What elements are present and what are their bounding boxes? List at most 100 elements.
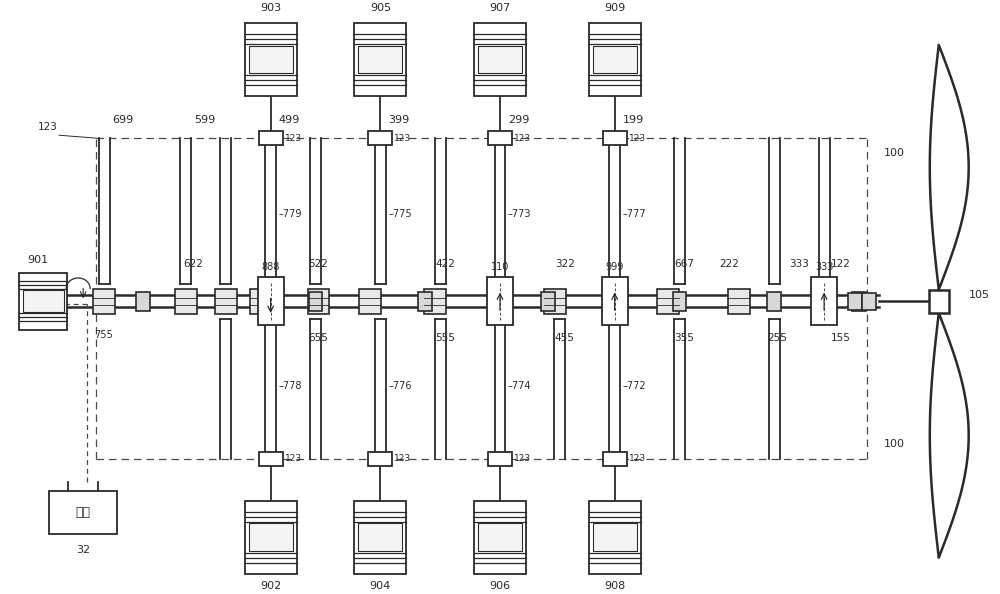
Bar bbox=[852, 292, 866, 311]
Bar bbox=[811, 277, 837, 325]
Bar bbox=[49, 491, 117, 535]
Bar bbox=[258, 277, 284, 325]
Bar bbox=[259, 131, 283, 145]
Bar bbox=[308, 289, 329, 314]
Text: 455: 455 bbox=[555, 333, 575, 343]
Text: 333: 333 bbox=[789, 259, 809, 269]
Bar bbox=[424, 289, 446, 314]
Text: 499: 499 bbox=[279, 115, 300, 125]
Text: 422: 422 bbox=[435, 259, 455, 269]
Bar bbox=[359, 289, 381, 314]
Text: 333: 333 bbox=[815, 262, 833, 272]
Bar bbox=[245, 23, 297, 96]
Bar bbox=[487, 277, 513, 325]
Text: 906: 906 bbox=[489, 581, 511, 590]
Bar bbox=[368, 131, 392, 145]
Bar bbox=[589, 501, 641, 574]
Bar bbox=[19, 273, 67, 330]
Text: 907: 907 bbox=[489, 2, 511, 12]
Text: 123: 123 bbox=[629, 134, 646, 143]
Text: 399: 399 bbox=[388, 115, 410, 125]
Text: 电池: 电池 bbox=[76, 506, 91, 519]
Text: –779: –779 bbox=[279, 209, 302, 219]
Bar bbox=[767, 292, 781, 311]
Text: 123: 123 bbox=[285, 454, 302, 463]
Text: 355: 355 bbox=[675, 333, 694, 343]
Bar bbox=[848, 293, 862, 310]
Text: 155: 155 bbox=[831, 333, 851, 343]
Text: 699: 699 bbox=[112, 115, 133, 125]
Text: 655: 655 bbox=[309, 333, 328, 343]
Bar bbox=[474, 23, 526, 96]
Text: 255: 255 bbox=[767, 333, 787, 343]
Bar bbox=[657, 289, 679, 314]
Text: 555: 555 bbox=[435, 333, 455, 343]
Text: 909: 909 bbox=[604, 2, 625, 12]
Text: 123: 123 bbox=[394, 454, 411, 463]
Bar bbox=[541, 292, 555, 311]
Bar bbox=[603, 451, 627, 466]
Text: 903: 903 bbox=[260, 2, 281, 12]
Text: 299: 299 bbox=[508, 115, 529, 125]
Bar bbox=[488, 131, 512, 145]
Bar bbox=[368, 451, 392, 466]
Text: 199: 199 bbox=[623, 115, 644, 125]
Text: 902: 902 bbox=[260, 581, 281, 590]
Text: 322: 322 bbox=[555, 259, 575, 269]
Bar bbox=[249, 46, 293, 73]
Bar bbox=[488, 451, 512, 466]
Bar bbox=[478, 46, 522, 73]
Bar bbox=[93, 289, 115, 314]
Bar bbox=[249, 523, 293, 551]
Text: –774: –774 bbox=[508, 381, 531, 391]
Text: 904: 904 bbox=[370, 581, 391, 590]
Text: 908: 908 bbox=[604, 581, 625, 590]
Bar bbox=[474, 501, 526, 574]
Bar bbox=[593, 46, 637, 73]
Bar bbox=[354, 501, 406, 574]
Text: 100: 100 bbox=[884, 439, 905, 449]
Bar bbox=[354, 23, 406, 96]
Bar bbox=[589, 23, 641, 96]
Text: –773: –773 bbox=[508, 209, 531, 219]
Bar bbox=[259, 451, 283, 466]
Bar bbox=[544, 289, 566, 314]
Text: 123: 123 bbox=[514, 134, 531, 143]
Text: 123: 123 bbox=[37, 122, 57, 132]
Bar bbox=[358, 46, 402, 73]
Text: 222: 222 bbox=[719, 259, 739, 269]
Text: 123: 123 bbox=[394, 134, 411, 143]
Bar bbox=[478, 523, 522, 551]
Text: 105: 105 bbox=[969, 290, 990, 301]
Bar bbox=[418, 292, 432, 311]
Text: 999: 999 bbox=[605, 262, 624, 272]
Text: –775: –775 bbox=[388, 209, 412, 219]
Bar bbox=[602, 277, 628, 325]
Text: 622: 622 bbox=[183, 259, 203, 269]
Text: 100: 100 bbox=[884, 148, 905, 158]
Bar bbox=[603, 131, 627, 145]
Text: 667: 667 bbox=[675, 259, 694, 269]
Bar bbox=[245, 501, 297, 574]
Bar bbox=[250, 289, 272, 314]
Text: 901: 901 bbox=[28, 255, 49, 265]
Text: 905: 905 bbox=[370, 2, 391, 12]
Bar bbox=[358, 523, 402, 551]
Text: –776: –776 bbox=[388, 381, 412, 391]
Bar bbox=[215, 289, 237, 314]
Bar bbox=[929, 290, 949, 313]
Text: –772: –772 bbox=[623, 381, 646, 391]
Text: 122: 122 bbox=[831, 259, 851, 269]
Text: 888: 888 bbox=[261, 262, 280, 272]
Text: 123: 123 bbox=[629, 454, 646, 463]
Bar bbox=[593, 523, 637, 551]
Text: 599: 599 bbox=[194, 115, 215, 125]
Text: –777: –777 bbox=[623, 209, 646, 219]
Text: 755: 755 bbox=[95, 330, 113, 340]
Bar bbox=[136, 292, 150, 311]
Bar bbox=[175, 289, 197, 314]
Bar bbox=[673, 292, 686, 311]
Bar bbox=[23, 290, 64, 312]
Text: 522: 522 bbox=[309, 259, 328, 269]
Text: 123: 123 bbox=[285, 134, 302, 143]
